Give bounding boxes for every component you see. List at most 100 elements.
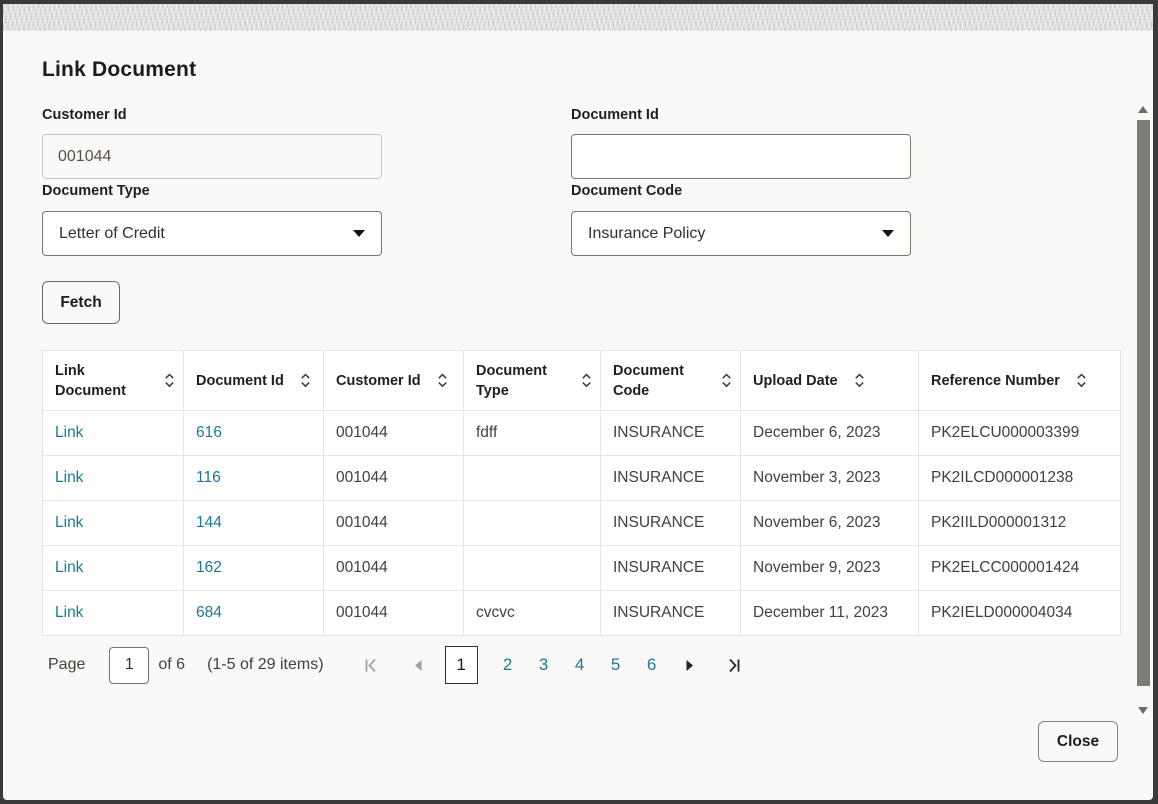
document-id-link[interactable]: 116 [196, 469, 221, 486]
dialog-title: Link Document [42, 58, 197, 81]
cell-document_id: 616 [183, 410, 324, 456]
last-page-icon[interactable] [724, 657, 744, 674]
table-row: Link 616 001044 fdff INSURANCE December 6, 20… [42, 410, 1121, 456]
document-id-link[interactable]: 684 [196, 604, 222, 621]
sort-icon [722, 373, 731, 388]
column-header-upload_date[interactable]: Upload Date [740, 350, 919, 411]
column-header-customer_id[interactable]: Customer Id [323, 350, 464, 411]
page-of-label: of 6 [158, 656, 186, 673]
cell-document_code: INSURANCE [600, 410, 741, 456]
customer-id-input[interactable] [42, 134, 382, 179]
column-header-label: Document Id [196, 372, 284, 389]
column-header-document_type[interactable]: Document Type [463, 350, 601, 411]
cell-document_code: INSURANCE [600, 455, 741, 501]
chevron-down-icon [882, 230, 894, 237]
scrollbar[interactable] [1135, 102, 1151, 714]
cell-link: Link [42, 455, 184, 501]
cell-document_id: 162 [183, 545, 324, 591]
link-action[interactable]: Link [55, 604, 84, 621]
cell-reference_number: PK2ELCU000003399 [918, 410, 1121, 456]
cell-customer_id: 001044 [323, 500, 464, 546]
sort-icon [165, 373, 174, 388]
sort-icon [437, 373, 447, 388]
page-link-3[interactable]: 3 [538, 655, 549, 674]
document-type-value: Letter of Credit [59, 224, 165, 242]
dialog-top-texture [3, 4, 1153, 31]
cell-upload_date: December 6, 2023 [740, 410, 919, 456]
document-type-label: Document Type [42, 183, 150, 199]
close-button[interactable]: Close [1038, 721, 1118, 762]
cell-document_type [463, 455, 601, 501]
customer-id-label: Customer Id [42, 107, 127, 123]
document-code-label: Document Code [571, 183, 683, 199]
cell-document_id: 116 [183, 455, 324, 501]
cell-reference_number: PK2IILD000001312 [918, 500, 1121, 546]
document-code-value: Insurance Policy [588, 224, 706, 242]
cell-customer_id: 001044 [323, 545, 464, 591]
document-type-select[interactable]: Letter of Credit [42, 211, 382, 256]
cell-reference_number: PK2ELCC000001424 [918, 545, 1121, 591]
document-id-input[interactable] [571, 134, 911, 179]
items-summary: (1-5 of 29 items) [207, 656, 324, 673]
document-id-link[interactable]: 144 [196, 514, 222, 531]
cell-reference_number: PK2IELD000004034 [918, 590, 1121, 636]
page-link-2[interactable]: 2 [502, 655, 513, 674]
cell-document_type: cvcvc [463, 590, 601, 636]
cell-customer_id: 001044 [323, 590, 464, 636]
link-action[interactable]: Link [55, 424, 84, 441]
column-header-document_code[interactable]: Document Code [600, 350, 741, 411]
table-row: Link 144 001044 INSURANCE November 6, 2023 PK… [42, 500, 1121, 546]
cell-link: Link [42, 545, 184, 591]
scrollbar-thumb[interactable] [1137, 120, 1150, 686]
table-row: Link 684 001044 cvcvc INSURANCE December 11, … [42, 590, 1121, 636]
page-link-6[interactable]: 6 [646, 655, 657, 674]
next-page-icon[interactable] [680, 659, 700, 672]
column-header-link[interactable]: Link Document [42, 350, 184, 411]
table-row: Link 162 001044 INSURANCE November 9, 2023 PK… [42, 545, 1121, 591]
page-number-input[interactable] [109, 646, 150, 684]
sort-icon [1077, 373, 1086, 388]
cell-upload_date: December 11, 2023 [740, 590, 919, 636]
page-navigation: 1 2 3 4 5 6 [362, 646, 744, 684]
cell-upload_date: November 6, 2023 [740, 500, 919, 546]
table-header-row: Link Document Document Id Customer Id Docum… [42, 350, 1121, 411]
cell-document_code: INSURANCE [600, 590, 741, 636]
scrollbar-up-icon[interactable] [1138, 106, 1148, 113]
previous-page-icon[interactable] [408, 659, 428, 672]
cell-document_type: fdff [463, 410, 601, 456]
document-code-select[interactable]: Insurance Policy [571, 211, 911, 256]
cell-customer_id: 001044 [323, 455, 464, 501]
column-header-document_id[interactable]: Document Id [183, 350, 324, 411]
pagination-bar: Page of 6 (1-5 of 29 items) 1 2 3 4 5 6 [42, 644, 744, 686]
documents-table: Link Document Document Id Customer Id Docum… [42, 350, 1121, 636]
link-action[interactable]: Link [55, 559, 84, 576]
sort-icon [854, 373, 864, 388]
column-header-label: Document Type [476, 362, 547, 399]
column-header-reference_number[interactable]: Reference Number [918, 350, 1121, 411]
cell-link: Link [42, 410, 184, 456]
cell-document_code: INSURANCE [600, 500, 741, 546]
link-action[interactable]: Link [55, 514, 84, 531]
scrollbar-down-icon[interactable] [1138, 707, 1148, 714]
page-link-5[interactable]: 5 [610, 655, 621, 674]
chevron-down-icon [353, 230, 365, 237]
table-row: Link 116 001044 INSURANCE November 3, 2023 PK… [42, 455, 1121, 501]
cell-upload_date: November 9, 2023 [740, 545, 919, 591]
cell-document_code: INSURANCE [600, 545, 741, 591]
first-page-icon[interactable] [362, 657, 382, 674]
document-id-link[interactable]: 616 [196, 424, 222, 441]
sort-icon [301, 373, 310, 388]
sort-icon [582, 373, 591, 388]
cell-document_type [463, 545, 601, 591]
page-label: Page [48, 656, 86, 673]
link-action[interactable]: Link [55, 469, 84, 486]
fetch-button[interactable]: Fetch [42, 281, 120, 324]
column-header-label: Link Document [55, 362, 126, 399]
cell-link: Link [42, 590, 184, 636]
cell-document_type [463, 500, 601, 546]
document-id-link[interactable]: 162 [196, 559, 222, 576]
page-link-4[interactable]: 4 [574, 655, 585, 674]
cell-link: Link [42, 500, 184, 546]
current-page-indicator[interactable]: 1 [444, 646, 478, 684]
